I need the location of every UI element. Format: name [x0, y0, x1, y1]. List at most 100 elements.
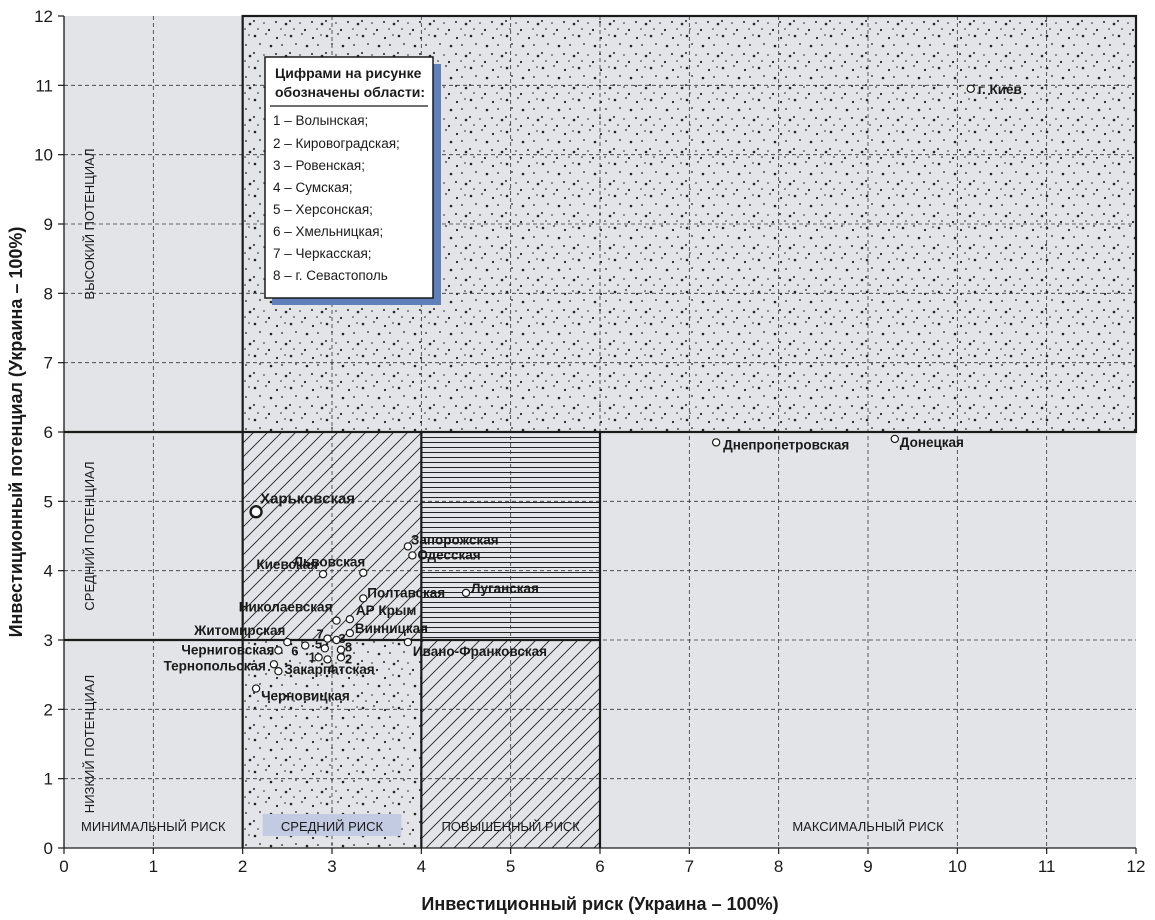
legend-item: 8 – г. Севастополь: [273, 268, 388, 283]
y-tick-label: 3: [44, 631, 53, 650]
data-point: [251, 684, 261, 693]
y-tick-label: 9: [44, 215, 53, 234]
data-point-label: Закарпатская: [284, 662, 374, 677]
legend-item: 2 – Кировоградская;: [273, 136, 400, 151]
potential-zone-label: СРЕДНИЙ ПОТЕНЦИАЛ: [82, 461, 97, 610]
risk-zone-label: ПОВЫШЕННЫЙ РИСК: [441, 819, 580, 834]
high-potential-border: [241, 14, 1138, 434]
data-point-label: Киевская: [256, 557, 318, 572]
data-point: [408, 551, 417, 560]
x-tick-label: 2: [238, 857, 247, 876]
x-tick-label: 7: [685, 857, 694, 876]
data-point: [336, 653, 346, 662]
data-point: [403, 637, 413, 647]
x-tick-label: 9: [863, 857, 872, 876]
data-point-label: Одесская: [417, 547, 480, 562]
data-point: [890, 434, 900, 444]
data-point: [332, 635, 341, 645]
data-point: [323, 655, 332, 664]
data-point: [314, 653, 323, 662]
data-point: [461, 588, 471, 598]
data-point: [323, 634, 332, 643]
data-point-label: Ивано-Франковская: [413, 644, 547, 659]
data-point: [274, 646, 283, 655]
y-tick-label: 2: [44, 700, 53, 719]
x-tick-label: 8: [774, 857, 783, 876]
x-axis-title: Инвестиционный риск (Украина – 100%): [421, 894, 778, 914]
data-point: [320, 644, 330, 653]
x-tick-label: 4: [417, 857, 426, 876]
data-point-label: Черновицкая: [261, 689, 350, 704]
legend-title-line1: Цифрами на рисунке: [275, 65, 422, 81]
legend-item: 6 – Хмельницкая;: [273, 224, 383, 239]
data-point-label: Донецкая: [900, 435, 964, 450]
data-point-number: 3: [338, 631, 345, 646]
y-tick-label: 0: [44, 839, 53, 858]
y-tick-label: 6: [44, 423, 53, 442]
legend-item: 7 – Черкасская;: [273, 246, 372, 261]
medium-risk-label-bg: [262, 814, 402, 836]
data-point: [359, 568, 368, 577]
legend-box: Цифрами на рисунке обозначены области: 1…: [264, 56, 441, 305]
legend-item: 1 – Волынская;: [273, 113, 368, 128]
y-tick-label: 4: [44, 562, 53, 581]
data-point: [274, 667, 283, 676]
y-axis-title: Инвестиционный потенциал (Украина – 100%…: [6, 227, 26, 638]
y-tick-label: 1: [44, 770, 53, 789]
data-point-label: АР Крым: [356, 603, 417, 618]
data-point: [359, 594, 368, 603]
data-point-label: Тернопольская: [164, 658, 266, 673]
risk-zone-label: СРЕДНИЙ РИСК: [281, 819, 384, 834]
data-point: [345, 615, 355, 624]
zone-labels-layer: МИНИМАЛЬНЫЙ РИСК СРЕДНИЙ РИСК ПОВЫШЕННЫЙ Р…: [81, 148, 944, 836]
data-point-label: Николаевская: [239, 600, 333, 615]
y-tick-label: 5: [44, 492, 53, 511]
data-point-label: Житомирская: [193, 623, 285, 638]
data-point-label: Черниговская: [181, 642, 274, 657]
zone-borders-layer: [64, 14, 1138, 848]
data-point-label: Полтавская: [367, 585, 445, 600]
x-tick-label: 6: [595, 857, 604, 876]
points-layer: г. Киев Днепропетровская Донецкая Харьковск…: [164, 82, 1022, 704]
data-point: [336, 645, 346, 654]
data-point-label: г. Киев: [978, 82, 1022, 97]
risk-zone-label: МАКСИМАЛЬНЫЙ РИСК: [792, 819, 944, 834]
data-point-number: 1: [309, 649, 316, 664]
data-point-number: 8: [345, 640, 352, 655]
potential-zone-label: НИЗКИЙ ПОТЕНЦИАЛ: [82, 675, 97, 813]
data-point-number: 7: [317, 627, 324, 642]
x-tick-label: 10: [948, 857, 967, 876]
x-tick-label: 12: [1127, 857, 1146, 876]
y-tick-label: 8: [44, 284, 53, 303]
data-point: [301, 641, 310, 650]
data-point-label: Винницкая: [355, 621, 428, 636]
data-point: [966, 84, 975, 94]
legend-item: 3 – Ровенская;: [273, 158, 365, 173]
potential-zone-label: ВЫСОКИЙ ПОТЕНЦИАЛ: [82, 148, 97, 299]
data-point-label: Запорожская: [411, 532, 499, 547]
x-tick-label: 1: [149, 857, 158, 876]
risk-zone-label: МИНИМАЛЬНЫЙ РИСК: [81, 819, 226, 834]
data-point: [269, 660, 279, 669]
data-point: [345, 628, 355, 638]
data-point-label: Львовская: [294, 555, 366, 570]
x-tick-label: 0: [59, 857, 68, 876]
legend-item: 5 – Херсонская;: [273, 202, 373, 217]
data-point: [403, 542, 413, 551]
legend-panel: [264, 56, 434, 299]
x-tick-label: 11: [1038, 857, 1056, 876]
legend-title-line2: обозначены области:: [275, 84, 425, 100]
data-point-number: 5: [315, 636, 322, 651]
x-tick-label: 5: [506, 857, 515, 876]
data-point-label: Луганская: [471, 581, 539, 596]
data-point: [711, 438, 721, 447]
x-tick-label: 3: [327, 857, 336, 876]
data-point: [249, 505, 263, 519]
axes-layer: 0 1 2 3 4 5 6 7 8 9 10 11 120123456789101112Инвестиц…: [6, 7, 1145, 914]
data-point-number: 6: [291, 644, 298, 659]
data-point: [318, 569, 328, 579]
data-point-number: 2: [345, 651, 352, 666]
y-tick-label: 10: [34, 146, 53, 165]
data-point-number: 4: [328, 661, 336, 676]
legend-item: 4 – Сумская;: [273, 180, 353, 195]
